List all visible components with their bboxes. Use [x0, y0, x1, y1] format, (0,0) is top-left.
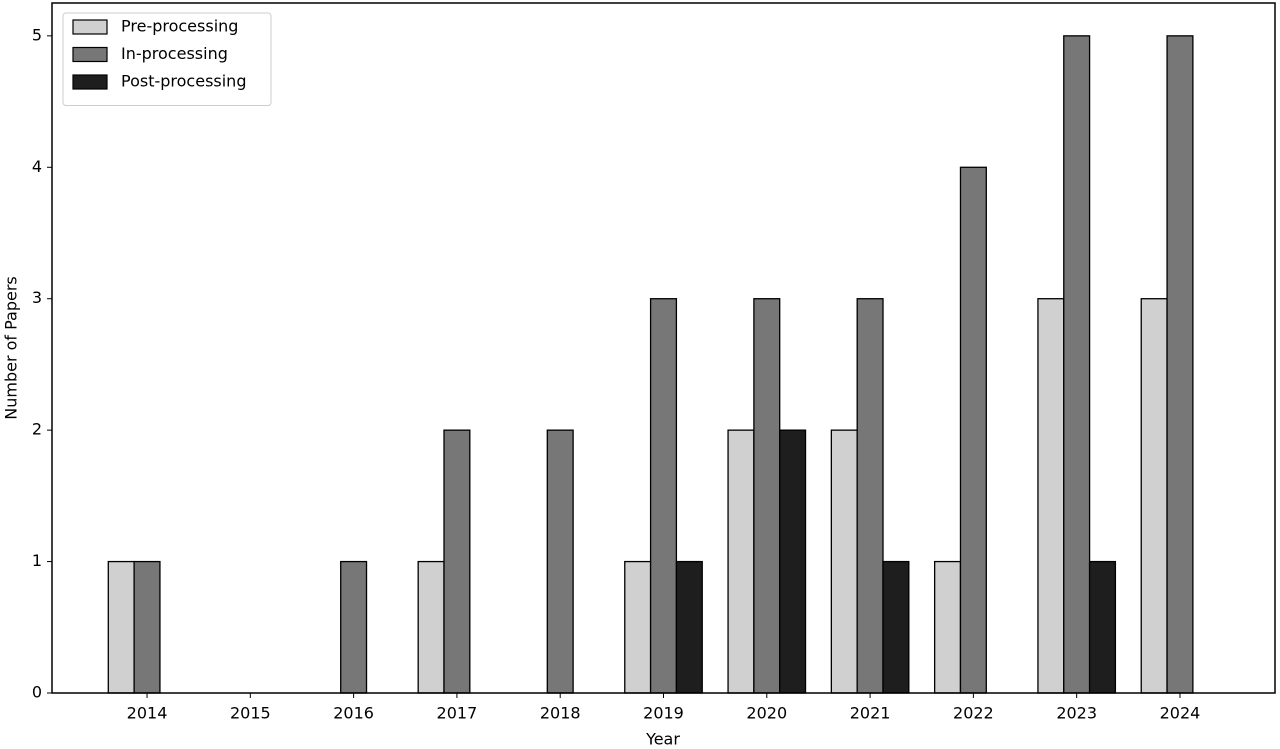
y-tick-label: 5 [32, 25, 42, 44]
x-tick-label: 2017 [437, 704, 478, 723]
bar [1063, 35, 1091, 694]
bar [933, 560, 962, 694]
x-tick-label: 2020 [746, 704, 787, 723]
bar [727, 429, 755, 694]
legend-swatch [72, 74, 108, 90]
bar [856, 298, 884, 694]
x-tick-label: 2021 [850, 704, 891, 723]
bar [882, 560, 910, 694]
bar [675, 560, 703, 694]
legend-label: Pre-processing [121, 17, 238, 36]
legend-label: Post-processing [121, 72, 246, 91]
bar [417, 560, 445, 694]
legend-box [62, 12, 272, 106]
y-tick-label: 2 [32, 420, 42, 439]
bar [959, 166, 987, 694]
x-tick-label: 2022 [953, 704, 994, 723]
legend-label: In-processing [121, 44, 228, 63]
x-tick-label: 2015 [230, 704, 271, 723]
y-axis-label: Number of Papers [2, 276, 21, 420]
x-tick-label: 2019 [643, 704, 684, 723]
x-tick-label: 2024 [1160, 704, 1201, 723]
bar [753, 298, 781, 694]
bar [1088, 560, 1117, 694]
x-tick-label: 2016 [333, 704, 374, 723]
y-tick-label: 0 [32, 683, 42, 702]
y-tick-label: 4 [32, 157, 42, 176]
legend-swatch [72, 46, 108, 63]
bar [624, 560, 652, 694]
bar [340, 560, 368, 694]
bar [649, 298, 678, 694]
legend-swatch [72, 19, 108, 35]
bar [1037, 298, 1065, 694]
bar [107, 560, 135, 694]
bar [830, 429, 858, 694]
bar [1166, 35, 1194, 694]
plot-frame [51, 2, 1276, 694]
y-tick-label: 3 [32, 288, 42, 307]
bar [133, 560, 161, 694]
x-tick-label: 2014 [127, 704, 168, 723]
bar [1140, 298, 1168, 694]
x-tick-label: 2018 [540, 704, 581, 723]
x-axis-label: Year [645, 730, 680, 749]
y-tick-label: 1 [32, 551, 42, 570]
bar [443, 429, 471, 694]
bar [546, 429, 574, 694]
x-tick-label: 2023 [1056, 704, 1097, 723]
bar [779, 429, 807, 694]
